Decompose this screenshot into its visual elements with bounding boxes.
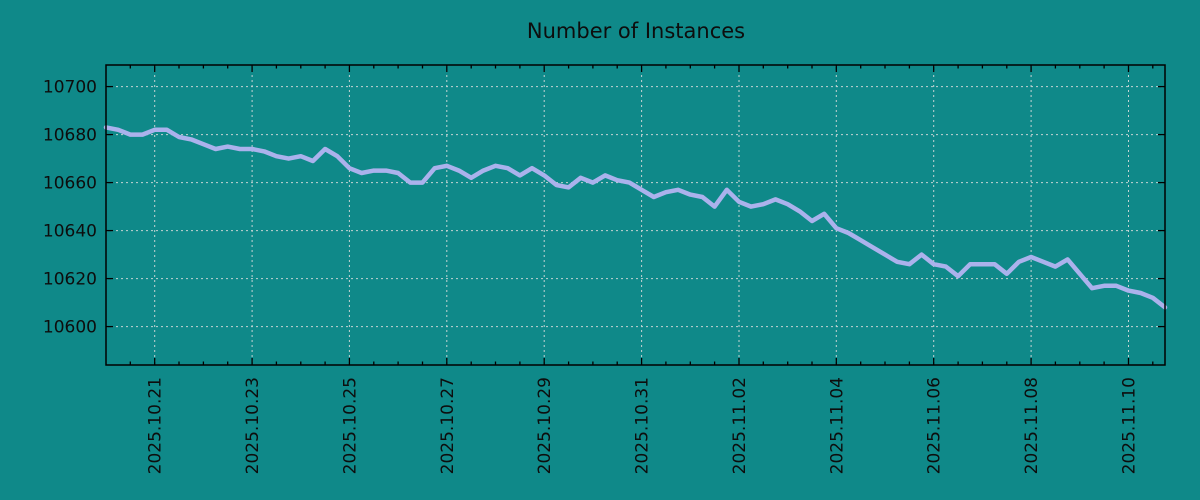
x-tick-label: 2025.11.08 — [1022, 377, 1042, 474]
x-tick-label: 2025.11.06 — [925, 377, 945, 474]
x-tick-label: 2025.10.21 — [146, 377, 166, 474]
y-tick-label: 10680 — [43, 126, 97, 146]
y-tick-label: 10660 — [43, 174, 97, 194]
x-tick-label: 2025.11.10 — [1120, 377, 1140, 474]
x-tick-label: 2025.10.23 — [243, 377, 263, 474]
axes — [105, 64, 1166, 366]
x-tick-label: 2025.10.25 — [340, 377, 360, 474]
chart-title: Number of Instances — [527, 19, 745, 43]
grid-lines — [106, 65, 1165, 365]
y-tick-label: 10620 — [43, 270, 97, 290]
y-tick-label: 10700 — [43, 78, 97, 98]
x-tick-labels: 2025.10.21 2025.10.23 2025.10.25 2025.10.27… — [146, 377, 1140, 474]
series-line — [103, 125, 1168, 310]
plot-border — [105, 64, 1166, 366]
x-tick-label: 2025.10.29 — [535, 377, 555, 474]
x-tick-label: 2025.11.04 — [827, 377, 847, 474]
x-tick-label: 2025.10.31 — [633, 377, 653, 474]
y-tick-label: 10600 — [43, 318, 97, 338]
x-tick-label: 2025.11.02 — [730, 377, 750, 474]
y-tick-label: 10640 — [43, 222, 97, 242]
y-tick-labels: 10600 10620 10640 10660 10680 10700 — [43, 78, 97, 338]
instances-series-line — [103, 125, 1168, 310]
x-tick-label: 2025.10.27 — [438, 377, 458, 474]
